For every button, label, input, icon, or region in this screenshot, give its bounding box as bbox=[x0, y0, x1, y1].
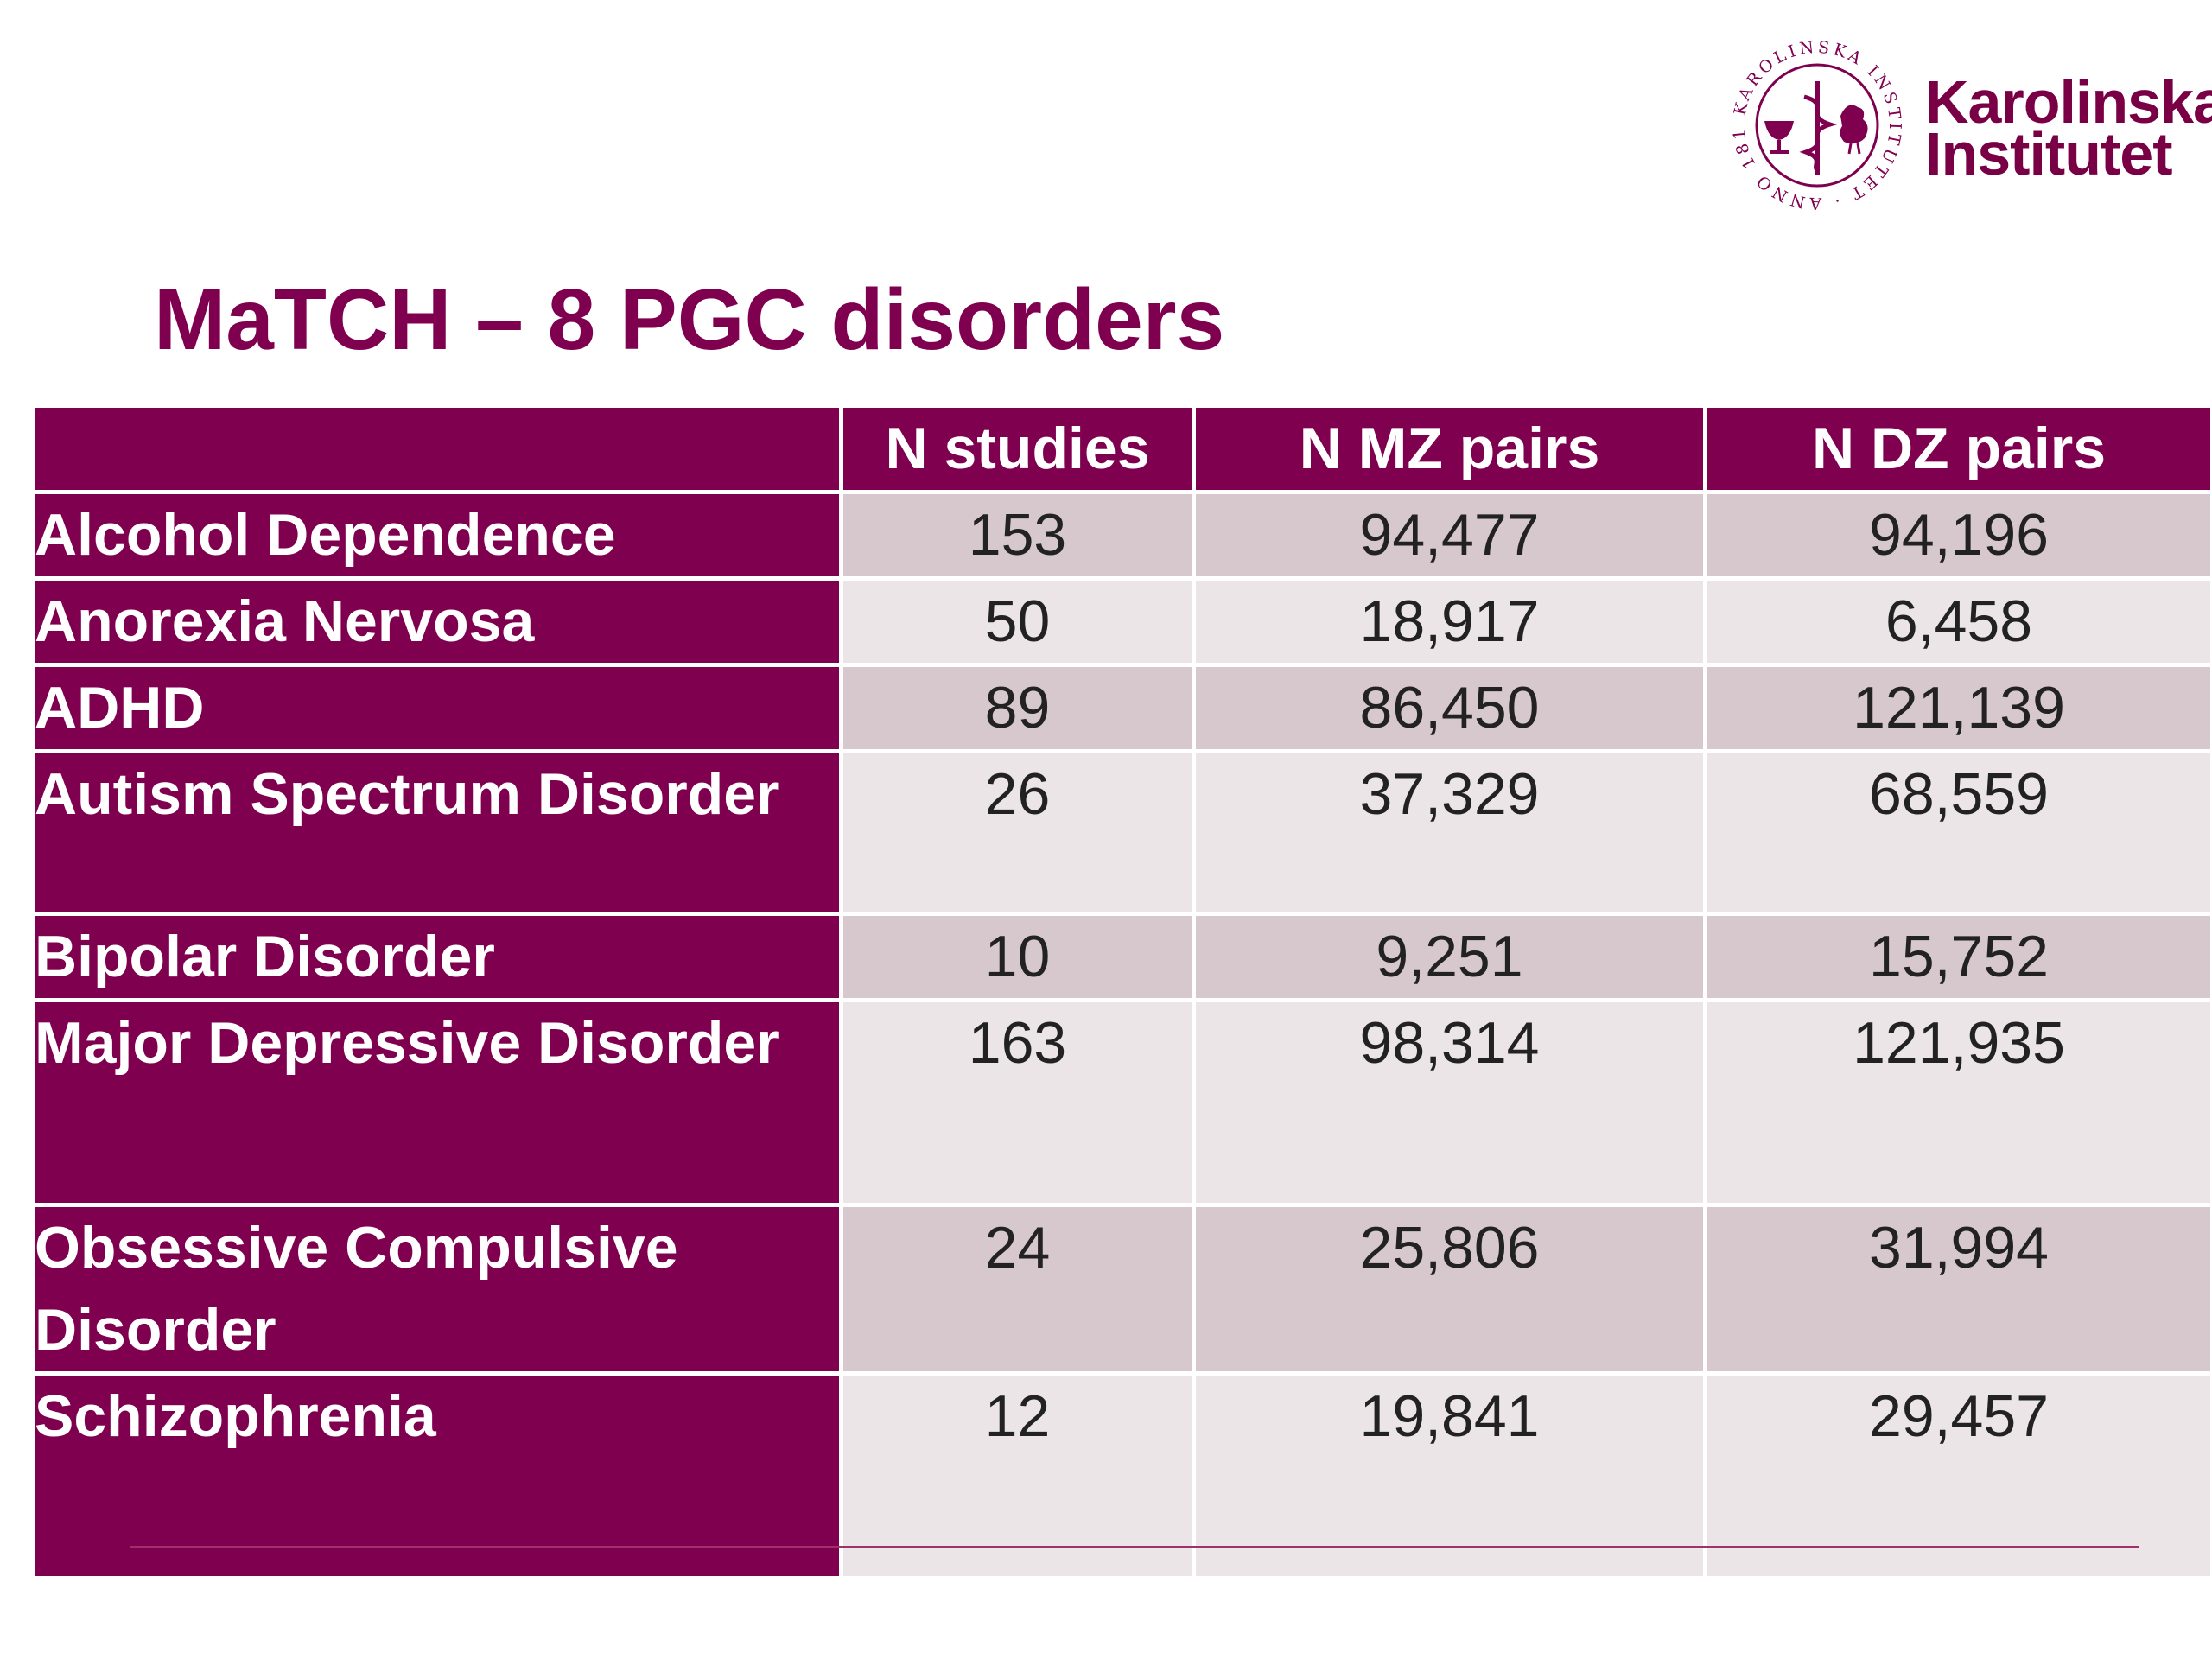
table-row: Obsessive Compulsive Disorder 24 25,806 … bbox=[30, 1203, 2212, 1376]
disorders-table: N studies N MZ pairs N DZ pairs Alcohol … bbox=[30, 404, 2212, 1580]
cell-n-studies: 89 bbox=[839, 663, 1196, 753]
table-row: Alcohol Dependence 153 94,477 94,196 bbox=[30, 490, 2212, 581]
row-label: Obsessive Compulsive Disorder bbox=[30, 1203, 843, 1376]
table-row: Schizophrenia 12 19,841 29,457 bbox=[30, 1371, 2212, 1580]
cell-n-studies: 153 bbox=[839, 490, 1196, 581]
karolinska-logo: KAROLINSKA INSTITUTET · ANNO 1810 · Karo… bbox=[1728, 36, 2212, 226]
row-label: Major Depressive Disorder bbox=[30, 998, 843, 1207]
cell-n-mz-pairs: 18,917 bbox=[1192, 576, 1707, 667]
cell-n-studies: 26 bbox=[839, 749, 1196, 916]
cell-n-mz-pairs: 86,450 bbox=[1192, 663, 1707, 753]
logo-wordmark: Karolinska Institutet bbox=[1925, 68, 2212, 188]
row-label: Alcohol Dependence bbox=[30, 490, 843, 581]
row-label: Autism Spectrum Disorder bbox=[30, 749, 843, 916]
cell-n-dz-pairs: 6,458 bbox=[1703, 576, 2212, 667]
logo-line-1: Karolinska bbox=[1925, 68, 2212, 136]
cell-n-studies: 50 bbox=[839, 576, 1196, 667]
table-row: ADHD 89 86,450 121,139 bbox=[30, 663, 2212, 753]
header-n-dz-pairs: N DZ pairs bbox=[1703, 404, 2212, 494]
cell-n-mz-pairs: 98,314 bbox=[1192, 998, 1707, 1207]
cell-n-studies: 10 bbox=[839, 912, 1196, 1002]
cell-n-studies: 24 bbox=[839, 1203, 1196, 1376]
header-n-mz-pairs: N MZ pairs bbox=[1192, 404, 1707, 494]
table-row: Autism Spectrum Disorder 26 37,329 68,55… bbox=[30, 749, 2212, 916]
cell-n-studies: 12 bbox=[839, 1371, 1196, 1580]
cell-n-dz-pairs: 15,752 bbox=[1703, 912, 2212, 1002]
cell-n-studies: 163 bbox=[839, 998, 1196, 1207]
karolinska-seal-icon: KAROLINSKA INSTITUTET · ANNO 1810 · bbox=[1728, 36, 1901, 213]
cell-n-dz-pairs: 31,994 bbox=[1703, 1203, 2212, 1376]
header-blank bbox=[30, 404, 843, 494]
footer-divider bbox=[130, 1546, 2139, 1548]
row-label: Schizophrenia bbox=[30, 1371, 843, 1580]
cell-n-mz-pairs: 19,841 bbox=[1192, 1371, 1707, 1580]
row-label: Bipolar Disorder bbox=[30, 912, 843, 1002]
table-row: Major Depressive Disorder 163 98,314 121… bbox=[30, 998, 2212, 1207]
table-row: Bipolar Disorder 10 9,251 15,752 bbox=[30, 912, 2212, 1002]
slide-title: MaTCH – 8 PGC disorders bbox=[154, 271, 1225, 368]
cell-n-dz-pairs: 121,139 bbox=[1703, 663, 2212, 753]
cell-n-mz-pairs: 25,806 bbox=[1192, 1203, 1707, 1376]
table-row: Anorexia Nervosa 50 18,917 6,458 bbox=[30, 576, 2212, 667]
cell-n-mz-pairs: 9,251 bbox=[1192, 912, 1707, 1002]
row-label: ADHD bbox=[30, 663, 843, 753]
cell-n-mz-pairs: 37,329 bbox=[1192, 749, 1707, 916]
cell-n-mz-pairs: 94,477 bbox=[1192, 490, 1707, 581]
logo-line-2: Institutet bbox=[1925, 120, 2173, 188]
table-header-row: N studies N MZ pairs N DZ pairs bbox=[30, 404, 2212, 494]
row-label: Anorexia Nervosa bbox=[30, 576, 843, 667]
cell-n-dz-pairs: 94,196 bbox=[1703, 490, 2212, 581]
cell-n-dz-pairs: 68,559 bbox=[1703, 749, 2212, 916]
cell-n-dz-pairs: 29,457 bbox=[1703, 1371, 2212, 1580]
cell-n-dz-pairs: 121,935 bbox=[1703, 998, 2212, 1207]
header-n-studies: N studies bbox=[839, 404, 1196, 494]
